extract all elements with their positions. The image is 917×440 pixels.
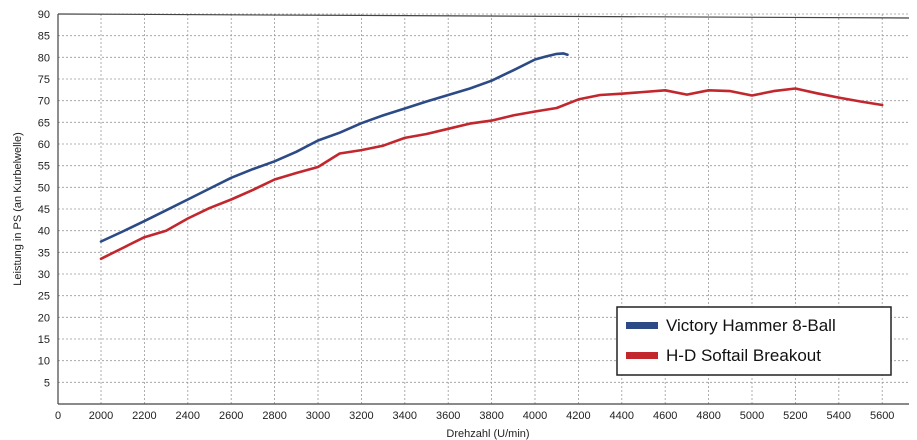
x-tick-label: 5600 bbox=[870, 410, 894, 422]
y-axis-title: Leistung in PS (an Kurbelwelle) bbox=[12, 132, 24, 285]
x-tick-label: 3200 bbox=[349, 410, 373, 422]
y-tick-label: 75 bbox=[38, 74, 50, 86]
legend-box bbox=[616, 306, 892, 376]
x-tick-label: 2200 bbox=[132, 410, 156, 422]
y-tick-label: 45 bbox=[38, 204, 50, 216]
chart-grid bbox=[58, 13, 909, 404]
x-tick-label: 4600 bbox=[653, 410, 677, 422]
y-tick-label: 5 bbox=[44, 377, 50, 389]
y-tick-label: 65 bbox=[38, 117, 50, 129]
y-tick-label: 35 bbox=[38, 247, 50, 259]
legend-swatch-hd bbox=[626, 352, 658, 359]
x-tick-label: 0 bbox=[55, 410, 61, 422]
x-tick-label: 2400 bbox=[176, 410, 200, 422]
y-tick-label: 10 bbox=[38, 356, 50, 368]
legend-swatch-victory bbox=[626, 322, 658, 329]
x-tick-label: 3400 bbox=[393, 410, 417, 422]
top-border-line bbox=[57, 13, 910, 19]
y-tick-label: 90 bbox=[38, 9, 50, 21]
x-tick-label: 2800 bbox=[262, 410, 286, 422]
x-tick-label: 4200 bbox=[566, 410, 590, 422]
x-tick-label: 5400 bbox=[827, 410, 851, 422]
x-tick-label: 2600 bbox=[219, 410, 243, 422]
legend: Victory Hammer 8-Ball H-D Softail Breako… bbox=[616, 306, 892, 376]
y-tick-label: 70 bbox=[38, 96, 50, 108]
y-tick-label: 20 bbox=[38, 312, 50, 324]
series-line-1 bbox=[99, 87, 884, 261]
y-tick-label: 25 bbox=[38, 291, 50, 303]
series-lines bbox=[99, 52, 884, 261]
x-axis-title: Drehzahl (U/min) bbox=[446, 428, 529, 440]
x-tick-label: 3800 bbox=[479, 410, 503, 422]
x-tick-label: 3600 bbox=[436, 410, 460, 422]
x-tick-label: 4400 bbox=[610, 410, 634, 422]
x-tick-label: 5000 bbox=[740, 410, 764, 422]
y-tick-label: 15 bbox=[38, 334, 50, 346]
y-tick-label: 30 bbox=[38, 269, 50, 281]
y-tick-label: 55 bbox=[38, 161, 50, 173]
x-tick-label: 3000 bbox=[306, 410, 330, 422]
y-tick-label: 80 bbox=[38, 52, 50, 64]
legend-label-hd: H-D Softail Breakout bbox=[666, 346, 821, 365]
series-line-0 bbox=[99, 52, 569, 243]
y-tick-label: 40 bbox=[38, 226, 50, 238]
x-tick-labels: 0 2000 2200 2400 2600 2800 3000 3200 3400 3600 380… bbox=[55, 410, 895, 422]
x-tick-label: 5200 bbox=[783, 410, 807, 422]
x-tick-label: 4000 bbox=[523, 410, 547, 422]
x-tick-label: 4800 bbox=[696, 410, 720, 422]
legend-label-victory: Victory Hammer 8-Ball bbox=[666, 316, 836, 335]
x-tick-label: 2000 bbox=[89, 410, 113, 422]
y-tick-labels: 5 10 15 20 25 30 35 40 45 50 55 60 65 70 75 80 85 90 bbox=[38, 9, 50, 389]
y-tick-label: 85 bbox=[38, 31, 50, 43]
y-tick-label: 50 bbox=[38, 182, 50, 194]
y-tick-label: 60 bbox=[38, 139, 50, 151]
